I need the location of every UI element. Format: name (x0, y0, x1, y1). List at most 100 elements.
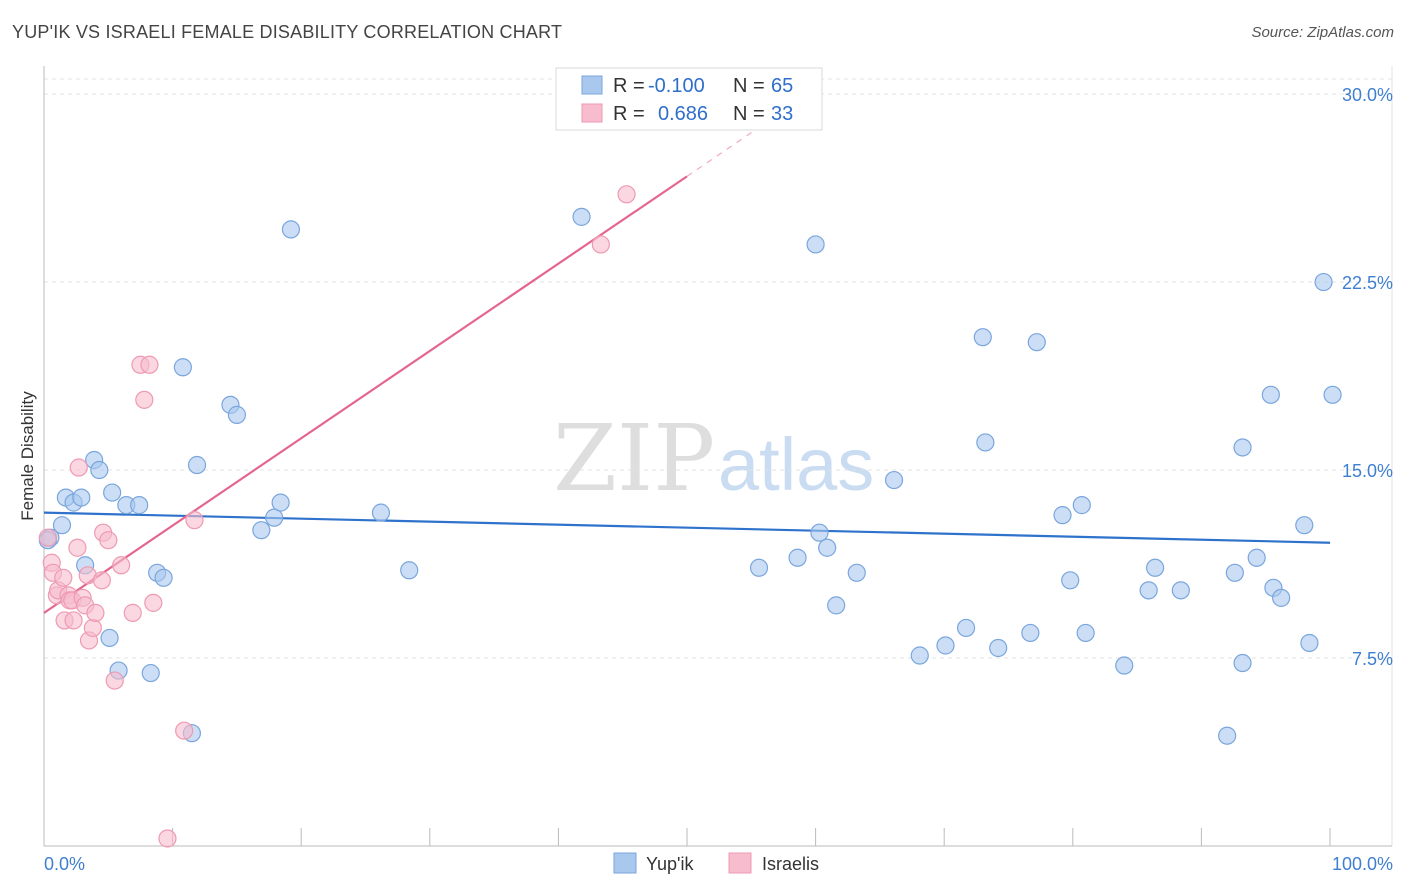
chart-title: YUP'IK VS ISRAELI FEMALE DISABILITY CORR… (12, 22, 563, 42)
trend-line-extension-israelis (686, 88, 816, 177)
point-yupik-9 (103, 483, 122, 502)
point-yupik-59 (1272, 588, 1291, 607)
point-yupik-43 (1027, 333, 1046, 352)
point-yupik-52 (1218, 726, 1237, 745)
watermark-zip: ZIP (553, 405, 715, 512)
legend-stats: R = -0.100 N = 65 R = 0.686 N = 33 (555, 67, 823, 131)
point-yupik-37 (936, 636, 955, 655)
point-israelis-21 (99, 531, 118, 550)
point-yupik-30 (806, 235, 825, 254)
point-yupik-45 (1061, 571, 1080, 590)
y-tick-label-3: 30.0% (1342, 85, 1393, 105)
data-points (38, 185, 1342, 848)
point-israelis-22 (105, 671, 124, 690)
point-israelis-17 (83, 618, 102, 638)
point-yupik-13 (141, 663, 160, 683)
legend-swatch-yupik (581, 75, 603, 95)
trend-lines (43, 88, 1331, 614)
watermark-atlas: atlas (718, 423, 874, 506)
point-israelis-23 (112, 556, 131, 575)
y-tick-label-0: 7.5% (1352, 649, 1393, 669)
point-israelis-0 (38, 528, 57, 547)
point-yupik-54 (1233, 438, 1252, 457)
point-yupik-61 (1300, 633, 1319, 653)
point-yupik-32 (818, 538, 837, 557)
point-yupik-28 (749, 558, 769, 577)
legend-r-label-yupik: R = (613, 75, 645, 97)
legend-n-label-yupik: N = (733, 75, 765, 97)
point-yupik-42 (1021, 623, 1040, 643)
point-yupik-57 (1261, 385, 1280, 404)
point-israelis-19 (92, 571, 111, 590)
point-yupik-1 (52, 516, 72, 535)
point-yupik-44 (1053, 506, 1072, 525)
point-yupik-25 (371, 503, 391, 522)
point-israelis-24 (123, 603, 142, 622)
point-yupik-29 (788, 548, 807, 567)
y-tick-label-1: 15.0% (1342, 461, 1393, 481)
trend-line-yupik (43, 511, 1331, 544)
x-tick-label-1: 100.0% (1332, 854, 1393, 874)
point-yupik-50 (1146, 558, 1165, 577)
point-yupik-7 (90, 460, 109, 480)
legend-n-value-israelis: 33 (771, 103, 793, 125)
point-israelis-32 (591, 235, 610, 254)
point-yupik-62 (1314, 272, 1333, 292)
point-yupik-48 (1115, 656, 1134, 675)
point-israelis-27 (140, 355, 159, 374)
point-yupik-12 (130, 496, 149, 515)
point-yupik-34 (847, 563, 866, 582)
legend-series-swatch-yupik (613, 852, 637, 874)
point-yupik-35 (884, 470, 904, 490)
point-yupik-8 (100, 628, 119, 648)
point-israelis-30 (175, 721, 194, 740)
point-yupik-41 (989, 638, 1008, 658)
point-israelis-29 (158, 829, 177, 848)
point-yupik-56 (1247, 548, 1266, 567)
legend-series-swatch-israelis (728, 852, 752, 874)
point-yupik-38 (956, 618, 976, 638)
point-yupik-15 (154, 568, 173, 587)
legend-r-label-israelis: R = (613, 103, 645, 125)
point-israelis-5 (54, 568, 73, 587)
point-yupik-40 (976, 433, 995, 452)
point-yupik-23 (271, 493, 290, 512)
point-yupik-53 (1225, 563, 1244, 582)
point-israelis-31 (185, 511, 204, 530)
point-israelis-18 (86, 603, 105, 622)
point-yupik-16 (173, 358, 192, 377)
point-israelis-26 (135, 390, 154, 409)
legend-series-label-israelis: Israelis (762, 854, 819, 874)
point-yupik-55 (1233, 653, 1252, 673)
point-yupik-63 (1323, 385, 1342, 404)
point-yupik-27 (572, 207, 591, 226)
point-yupik-49 (1139, 581, 1158, 600)
point-yupik-26 (400, 561, 419, 580)
tick-labels: 7.5% 15.0% 22.5% 30.0% 0.0% 100.0% (44, 85, 1393, 874)
point-yupik-33 (827, 596, 846, 615)
legend-series: Yup'ik Israelis (613, 852, 819, 874)
point-yupik-47 (1076, 623, 1095, 643)
point-israelis-33 (617, 185, 636, 204)
point-yupik-60 (1295, 516, 1314, 535)
point-israelis-12 (69, 458, 88, 477)
point-yupik-51 (1171, 581, 1190, 600)
point-israelis-11 (68, 538, 87, 557)
legend-series-label-yupik: Yup'ik (646, 854, 694, 874)
point-yupik-4 (72, 488, 91, 507)
point-yupik-18 (187, 455, 207, 475)
legend-swatch-israelis (581, 103, 603, 123)
point-yupik-46 (1072, 496, 1091, 515)
point-yupik-20 (227, 405, 246, 424)
point-yupik-36 (910, 646, 929, 665)
point-yupik-31 (810, 523, 829, 542)
point-israelis-28 (144, 593, 163, 612)
point-yupik-39 (973, 328, 992, 347)
legend-r-value-yupik: -0.100 (648, 75, 705, 97)
trend-line-israelis (43, 175, 688, 614)
legend-n-label-israelis: N = (733, 103, 765, 125)
point-yupik-22 (265, 508, 284, 527)
watermark: ZIP atlas (553, 405, 874, 512)
source-label: Source: ZipAtlas.com (1251, 24, 1394, 41)
